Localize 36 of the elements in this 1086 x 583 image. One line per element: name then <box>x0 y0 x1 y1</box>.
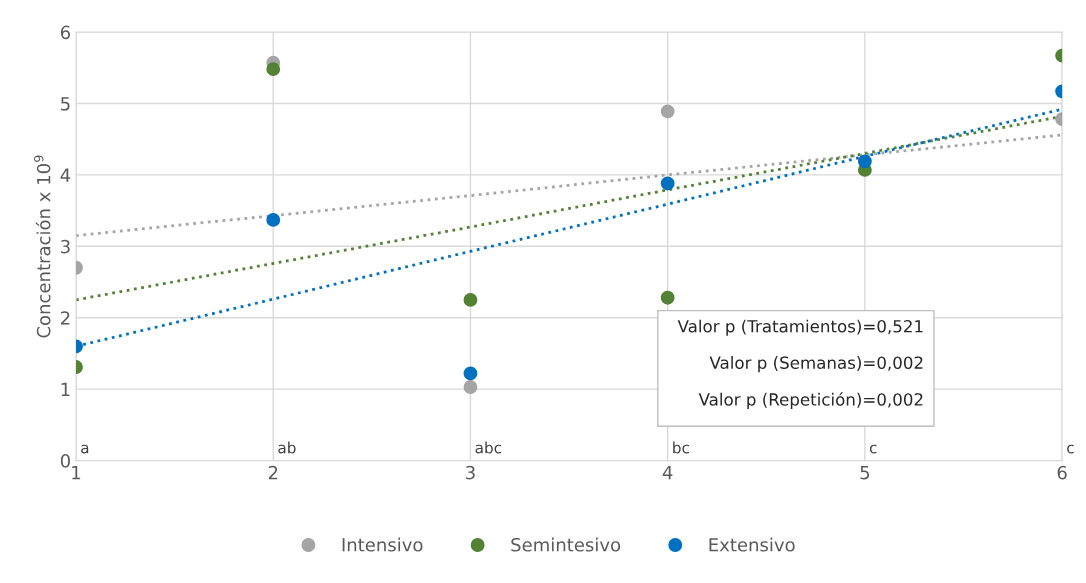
y-tick-label: 4 <box>60 168 71 182</box>
annotation: ab <box>278 441 296 454</box>
point <box>463 292 478 307</box>
annotation: Valor p (Semanas)=0,002 <box>709 356 923 373</box>
x-tick-label: 5 <box>860 465 870 480</box>
text: c <box>1067 444 1074 454</box>
x-tick-label: 3 <box>466 465 475 480</box>
y-tick-label: 5 <box>61 97 70 111</box>
y-tick-label: 0 <box>60 454 70 468</box>
point <box>660 176 675 191</box>
legend-label: Extensivo <box>709 537 795 552</box>
annotation: bc <box>673 441 689 454</box>
annotation: Valor p (Tratamientos)=0,521 <box>677 319 923 336</box>
y-tick-label: 6 <box>60 25 71 40</box>
point <box>660 290 675 305</box>
x-tick-label: 2 <box>268 465 278 480</box>
point <box>266 62 281 77</box>
legend-label: Intensivo <box>342 537 423 552</box>
y-tick-label: 2 <box>60 311 70 325</box>
legend-label: Semintesivo <box>511 537 621 552</box>
y-tick-label: 1 <box>61 382 70 397</box>
point <box>463 366 478 381</box>
y-axis-title: Concentración x 10$^{9}$ <box>33 155 51 338</box>
x-tick-label: 6 <box>1057 465 1067 480</box>
y-tick-label: 3 <box>61 239 70 254</box>
point <box>266 212 281 227</box>
point <box>660 104 675 119</box>
annotation: abc <box>475 441 502 454</box>
annotation: a <box>81 444 89 454</box>
x-tick-label: 4 <box>662 465 673 480</box>
annotation: c <box>869 444 877 454</box>
point <box>857 154 872 169</box>
point <box>463 380 478 394</box>
annotation: Valor p (Repetición)=0,002 <box>698 392 923 409</box>
x-tick-label: 1 <box>72 465 81 480</box>
line-series <box>76 133 1063 237</box>
